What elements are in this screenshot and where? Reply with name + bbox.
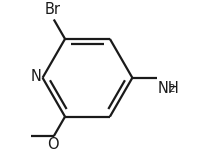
Text: Br: Br xyxy=(45,2,61,17)
Text: NH: NH xyxy=(157,81,179,96)
Text: 2: 2 xyxy=(168,84,175,94)
Text: N: N xyxy=(31,69,42,84)
Text: O: O xyxy=(47,138,59,152)
